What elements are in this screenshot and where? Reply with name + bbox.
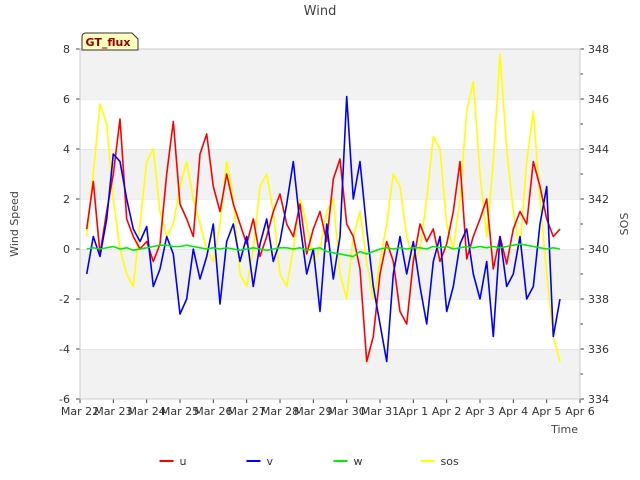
y-tick-label: -2 <box>59 293 70 306</box>
x-tick-label: Mar 23 <box>94 405 132 418</box>
x-tick-label: Mar 26 <box>194 405 232 418</box>
x-tick-label: Apr 4 <box>499 405 529 418</box>
annotation-box: GT_flux <box>81 32 139 51</box>
x-tick-label: Mar 30 <box>328 405 366 418</box>
series-line-w <box>86 243 561 258</box>
chart-title: Wind <box>304 4 337 19</box>
y2-tick-label: 334 <box>588 393 609 406</box>
y2-tick-label: 344 <box>588 143 609 156</box>
legend-label-w: w <box>354 455 363 468</box>
x-tick-label: Mar 27 <box>228 405 266 418</box>
y-tick-label: 4 <box>63 143 70 156</box>
y2-tick-label: 348 <box>588 43 609 56</box>
y-tick-label: -4 <box>59 343 70 356</box>
y2-tick-label: 342 <box>588 193 609 206</box>
plot-frame <box>79 48 581 400</box>
x-tick-label: Mar 28 <box>261 405 299 418</box>
grid-band <box>80 349 580 399</box>
grid-band <box>80 49 580 99</box>
y-tick-label: 6 <box>63 93 70 106</box>
legend-label-sos: sos <box>441 455 459 468</box>
legend-label-u: u <box>180 455 187 468</box>
y2-axis-ticks: 334 336 338 340 342 344 346 348 <box>580 43 609 406</box>
x-tick-label: Apr 5 <box>532 405 562 418</box>
y2-tick-label: 338 <box>588 293 609 306</box>
x-tick-label: Mar 31 <box>361 405 399 418</box>
y-axis-ticks: -6 -4 -2 0 2 4 6 8 <box>59 43 80 406</box>
annotation-label: GT_flux <box>86 36 131 49</box>
x-tick-label: Apr 2 <box>432 405 462 418</box>
x-tick-label: Mar 29 <box>294 405 332 418</box>
y-tick-label: 8 <box>63 43 70 56</box>
y-axis-label: Wind Speed <box>8 191 21 257</box>
x-axis-label: Time <box>550 423 578 436</box>
y-tick-label: 2 <box>63 193 70 206</box>
legend: u v w sos <box>159 455 459 468</box>
x-tick-label: Mar 24 <box>128 405 166 418</box>
y-tick-label: 0 <box>63 243 70 256</box>
legend-label-v: v <box>267 455 274 468</box>
x-tick-label: Apr 1 <box>399 405 429 418</box>
grid-band <box>80 149 580 199</box>
y2-tick-label: 340 <box>588 243 609 256</box>
y2-tick-label: 336 <box>588 343 609 356</box>
x-tick-label: Mar 25 <box>161 405 199 418</box>
series-line-sos <box>85 53 561 362</box>
series-lines <box>85 53 561 363</box>
y2-axis-label: SOS <box>618 213 631 236</box>
y-tick-label: -6 <box>59 393 70 406</box>
y2-tick-label: 346 <box>588 93 609 106</box>
series-line-u <box>85 118 561 363</box>
grid-bands <box>80 48 580 399</box>
series-line-v <box>85 95 561 363</box>
x-tick-label: Apr 6 <box>565 405 595 418</box>
grid-band <box>80 299 580 349</box>
x-tick-label: Apr 3 <box>465 405 495 418</box>
x-tick-label: Mar 22 <box>61 405 99 418</box>
